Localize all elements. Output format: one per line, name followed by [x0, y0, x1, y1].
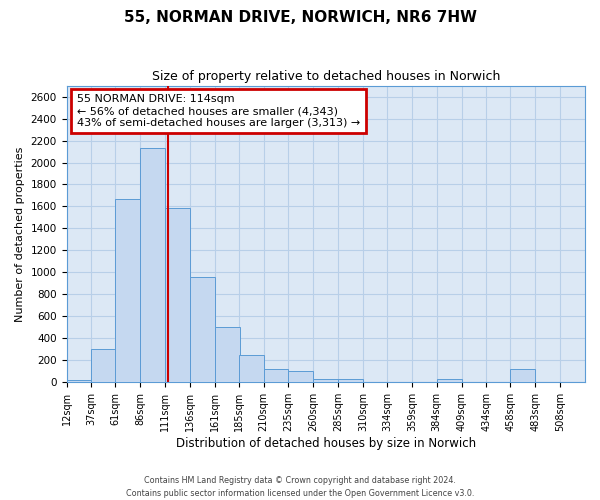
Bar — [140, 148, 165, 382]
Y-axis label: Number of detached properties: Number of detached properties — [15, 146, 25, 322]
Bar — [115, 199, 140, 382]
Bar — [239, 355, 263, 382]
Bar — [289, 372, 313, 382]
Title: Size of property relative to detached houses in Norwich: Size of property relative to detached ho… — [152, 70, 500, 83]
X-axis label: Distribution of detached houses by size in Norwich: Distribution of detached houses by size … — [176, 437, 476, 450]
Bar — [215, 328, 239, 382]
Bar — [511, 369, 535, 382]
Bar — [437, 379, 461, 382]
Text: Contains HM Land Registry data © Crown copyright and database right 2024.
Contai: Contains HM Land Registry data © Crown c… — [126, 476, 474, 498]
Bar — [313, 379, 338, 382]
Text: 55 NORMAN DRIVE: 114sqm
← 56% of detached houses are smaller (4,343)
43% of semi: 55 NORMAN DRIVE: 114sqm ← 56% of detache… — [77, 94, 360, 128]
Bar — [263, 369, 289, 382]
Bar — [165, 208, 190, 382]
Bar — [67, 380, 91, 382]
Bar — [91, 350, 116, 382]
Bar — [338, 379, 363, 382]
Text: 55, NORMAN DRIVE, NORWICH, NR6 7HW: 55, NORMAN DRIVE, NORWICH, NR6 7HW — [124, 10, 476, 25]
Bar — [190, 277, 215, 382]
